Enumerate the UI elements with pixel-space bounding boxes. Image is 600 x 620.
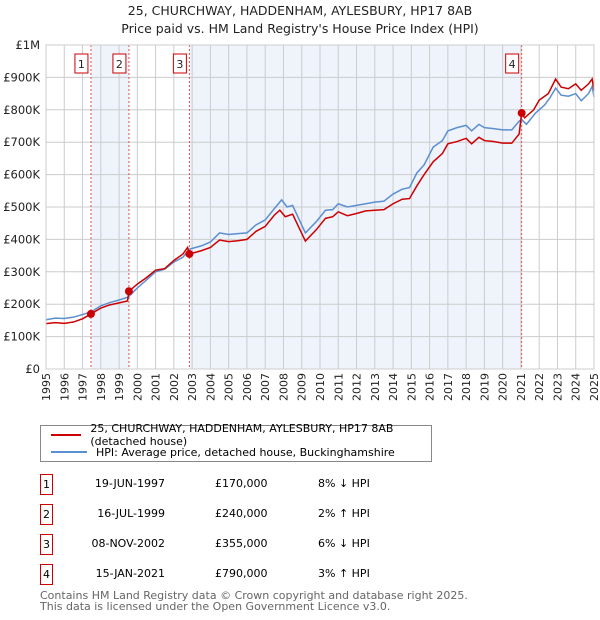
sale-row: 2 16-JUL-1999 £240,000 2% ↑ HPI [40, 504, 600, 525]
x-tick-label: 1998 [95, 373, 108, 401]
sale-label-box [172, 53, 187, 74]
x-tick-label: 2022 [533, 373, 546, 401]
x-tick-label: 2016 [424, 373, 437, 401]
y-tick-label: £1M [15, 38, 40, 52]
x-tick-label: 2007 [259, 373, 272, 401]
sale-date: 15-JAN-2021 [95, 567, 165, 580]
x-tick-label: 2002 [168, 373, 181, 401]
x-tick-label: 1995 [40, 373, 53, 401]
sale-date: 16-JUL-1999 [97, 507, 165, 520]
x-tick-label: 1996 [58, 373, 71, 401]
sale-price: £240,000 [215, 507, 268, 520]
y-tick-label: £200K [3, 297, 40, 311]
legend: 25, CHURCHWAY, HADDENHAM, AYLESBURY, HP1… [40, 422, 432, 462]
plot-border [45, 44, 595, 370]
sale-price: £170,000 [215, 477, 268, 490]
sale-point [517, 109, 526, 118]
legend-swatch-red [51, 434, 82, 436]
x-tick-label: 2003 [186, 373, 199, 401]
y-tick-label: £0 [25, 362, 40, 376]
sale-hpi-diff: 6% ↓ HPI [318, 537, 370, 550]
sale-label: 4 [509, 58, 516, 71]
footer-copyright: Contains HM Land Registry data © Crown c… [40, 589, 468, 602]
sale-point [185, 249, 194, 258]
footer-licence: This data is licensed under the Open Gov… [40, 600, 391, 613]
sale-label: 1 [78, 58, 85, 71]
sale-point [124, 287, 133, 296]
sale-row: 1 19-JUN-1997 £170,000 8% ↓ HPI [40, 474, 600, 495]
x-tick-label: 2009 [296, 373, 309, 401]
sale-number: 3 [40, 534, 53, 555]
sale-label: 3 [176, 58, 183, 71]
x-tick-label: 2020 [497, 373, 510, 401]
x-tick-label: 2021 [515, 373, 528, 401]
x-tick-label: 2018 [460, 373, 473, 401]
x-tick-label: 2017 [442, 373, 455, 401]
sale-label-box [112, 53, 127, 74]
x-tick-label: 2013 [369, 373, 382, 401]
x-tick-label: 2001 [150, 373, 163, 401]
x-tick-label: 2025 [588, 373, 600, 401]
x-tick-label: 2005 [223, 373, 236, 401]
x-tick-label: 2012 [351, 373, 364, 401]
sale-number: 4 [40, 564, 53, 585]
x-tick-label: 2011 [332, 373, 345, 401]
x-tick-label: 2024 [570, 373, 583, 401]
sale-number: 2 [40, 504, 53, 525]
legend-swatch-blue [51, 451, 87, 453]
x-tick-label: 2023 [551, 373, 564, 401]
legend-item-property: 25, CHURCHWAY, HADDENHAM, AYLESBURY, HP1… [51, 422, 431, 448]
sale-price: £790,000 [215, 567, 268, 580]
sale-label: 2 [116, 58, 123, 71]
x-tick-label: 2004 [204, 373, 217, 401]
y-tick-label: £900K [3, 70, 40, 84]
y-tick-label: £600K [3, 168, 40, 182]
plot-area: 1995 1996 1997 1998 1999 2000 2001 2002 2003 2004… [3, 38, 600, 401]
chart-subtitle: Price paid vs. HM Land Registry's House … [121, 21, 479, 36]
legend-item-hpi: HPI: Average price, detached house, Buck… [51, 444, 395, 460]
sale-date: 08-NOV-2002 [91, 537, 165, 550]
sale-row: 3 08-NOV-2002 £355,000 6% ↓ HPI [40, 534, 600, 555]
chart-title: 25, CHURCHWAY, HADDENHAM, AYLESBURY, HP1… [127, 3, 473, 18]
sale-label-box [505, 53, 520, 74]
y-tick-label: £800K [3, 103, 40, 117]
sale-label-box [74, 53, 89, 74]
x-tick-label: 1997 [77, 373, 90, 401]
x-tick-label: 1999 [113, 373, 126, 401]
y-tick-label: £700K [3, 135, 40, 149]
y-tick-label: £300K [3, 265, 40, 279]
sale-hpi-diff: 2% ↑ HPI [318, 507, 370, 520]
legend-label: HPI: Average price, detached house, Buck… [96, 445, 395, 459]
sale-point [86, 309, 95, 318]
x-tick-label: 2006 [241, 373, 254, 401]
sale-number: 1 [40, 474, 53, 495]
x-tick-label: 2019 [478, 373, 491, 401]
hpi-line [45, 84, 595, 321]
sale-hpi-diff: 8% ↓ HPI [318, 477, 370, 490]
x-tick-label: 2000 [131, 373, 144, 401]
sale-price: £355,000 [215, 537, 268, 550]
sale-hpi-diff: 3% ↑ HPI [318, 567, 370, 580]
y-tick-label: £100K [3, 330, 40, 344]
sale-date: 19-JUN-1997 [94, 477, 165, 490]
legend-label: 25, CHURCHWAY, HADDENHAM, AYLESBURY, HP1… [90, 422, 394, 448]
y-tick-label: £500K [3, 200, 40, 214]
x-tick-label: 2010 [314, 373, 327, 401]
x-tick-label: 2008 [277, 373, 290, 401]
x-tick-label: 2015 [405, 373, 418, 401]
y-tick-label: £400K [3, 232, 40, 246]
sale-row: 4 15-JAN-2021 £790,000 3% ↑ HPI [40, 564, 600, 585]
x-tick-label: 2014 [387, 373, 400, 401]
